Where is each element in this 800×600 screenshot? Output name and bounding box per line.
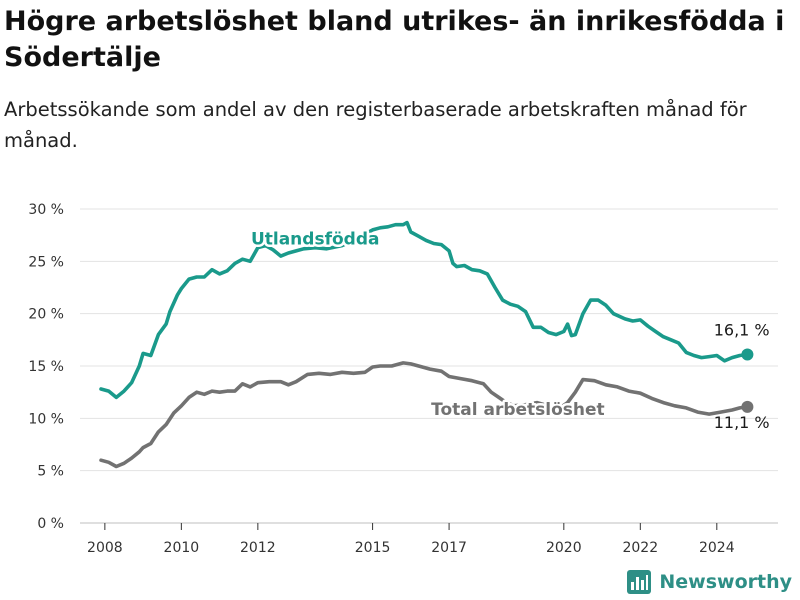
series-line-total [99, 361, 750, 469]
x-tick-label: 2022 [622, 540, 658, 556]
x-tick-label: 2015 [355, 540, 391, 556]
x-tick-label: 2010 [164, 540, 200, 556]
y-tick-label: 10 % [28, 411, 64, 427]
series-labels: Utlandsfödda 16,1 % Total arbetslöshet 11,1… [248, 227, 770, 432]
x-axis: 2008 2010 2012 2015 2017 2020 2022 2024 [87, 523, 735, 556]
y-tick-label: 0 % [37, 516, 64, 532]
series-line-foreign_born [99, 220, 750, 400]
y-tick-label: 15 % [28, 359, 64, 375]
x-tick-label: 2020 [546, 540, 582, 556]
series-end-label-total: 11,1 % [714, 413, 770, 432]
y-tick-label: 20 % [28, 307, 64, 323]
series-end-label-foreign_born: 16,1 % [714, 321, 770, 340]
bar-chart-icon [627, 570, 652, 594]
x-tick-label: 2008 [87, 540, 123, 556]
y-tick-label: 30 % [28, 202, 64, 218]
series-end-point-total [741, 400, 754, 413]
chart-subtitle: Arbetssökande som andel av den registerb… [4, 98, 747, 152]
series-end-point-foreign_born [741, 348, 754, 361]
series-lines [99, 220, 754, 469]
brand-name: Newsworthy [659, 571, 792, 593]
series-name-total: Total arbetslöshet [431, 400, 605, 420]
x-tick-label: 2024 [699, 540, 735, 556]
grid-lines: 0 % 5 % 10 % 15 % 20 % 25 % 30 % [28, 202, 778, 532]
x-tick-label: 2012 [240, 540, 276, 556]
y-tick-label: 25 % [28, 254, 64, 270]
y-tick-label: 5 % [37, 464, 64, 480]
series-name-foreign_born: Utlandsfödda [251, 230, 380, 250]
chart-title: Högre arbetslöshet bland utrikes- än inr… [4, 6, 785, 73]
newsworthy-logo: Newsworthy [627, 570, 792, 594]
x-tick-label: 2017 [431, 540, 467, 556]
